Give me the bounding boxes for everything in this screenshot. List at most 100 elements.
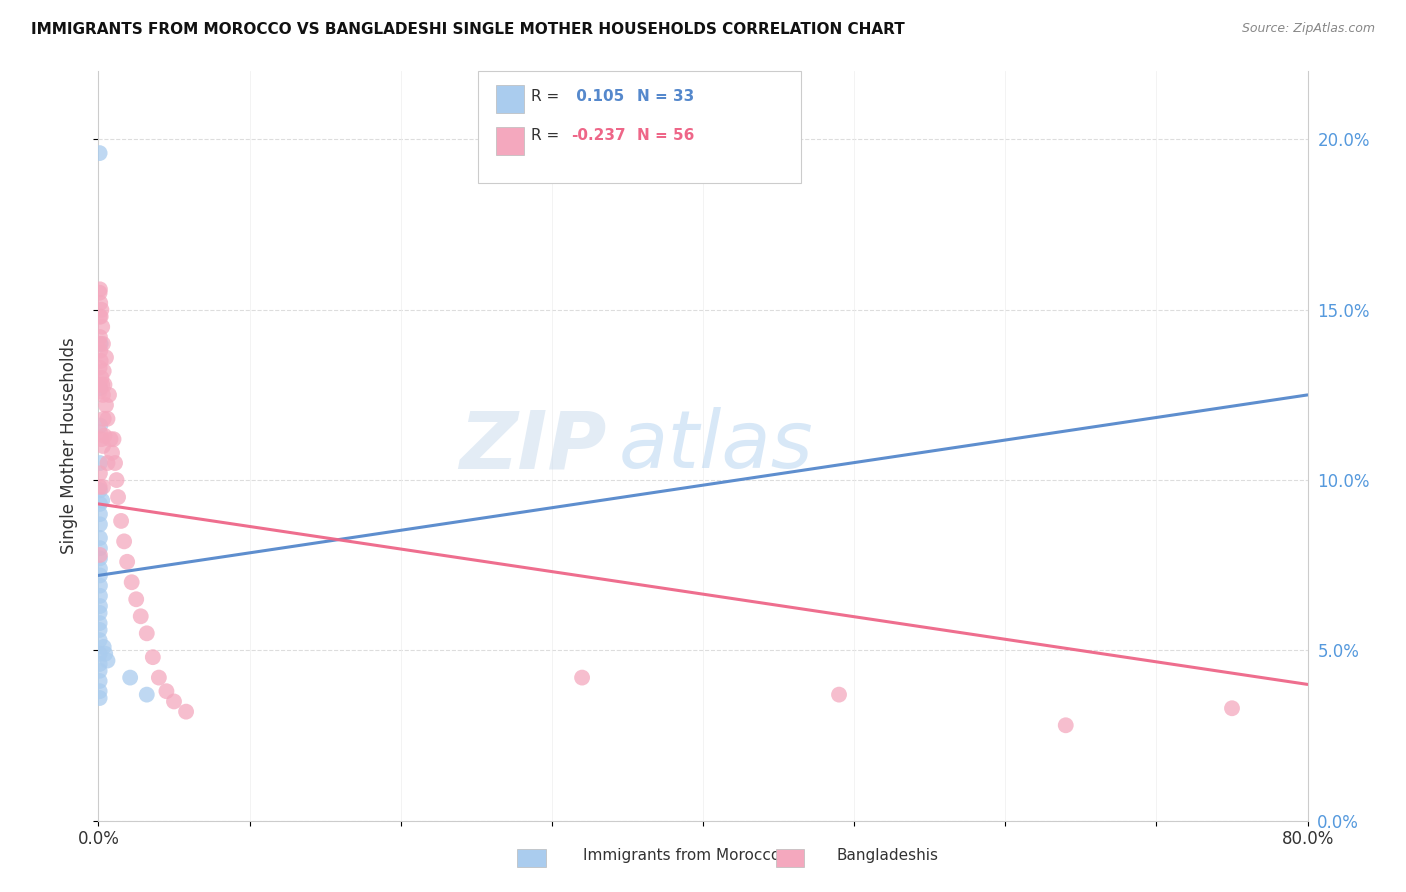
Point [89, 517, 111, 532]
Point [93, 640, 115, 654]
Point [89, 296, 111, 310]
Point [129, 609, 152, 624]
Point [135, 688, 157, 702]
Point [94, 351, 117, 365]
Text: R =: R = [531, 128, 565, 143]
Point [89, 647, 111, 661]
Point [104, 456, 127, 470]
Point [91, 480, 114, 494]
Point [89, 480, 111, 494]
Point [89, 467, 111, 481]
Point [91, 319, 114, 334]
Point [828, 688, 851, 702]
Text: N = 33: N = 33 [637, 89, 695, 104]
Point [93, 429, 115, 443]
Point [135, 626, 157, 640]
Text: Immigrants from Morocco: Immigrants from Morocco [583, 847, 780, 863]
Text: atlas: atlas [619, 407, 813, 485]
Point [93, 364, 115, 378]
Text: -0.237: -0.237 [571, 128, 626, 143]
Point [101, 446, 124, 460]
Point [100, 432, 122, 446]
Point [155, 684, 177, 698]
Point [89, 684, 111, 698]
Text: ZIP: ZIP [458, 407, 606, 485]
Point [174, 705, 197, 719]
Text: Source: ZipAtlas.com: Source: ZipAtlas.com [1241, 22, 1375, 36]
Point [89, 343, 111, 358]
Text: R =: R = [531, 89, 565, 104]
Point [96, 411, 118, 425]
Point [89, 531, 111, 545]
Point [89, 541, 111, 556]
Point [89, 691, 111, 706]
Point [90, 354, 112, 368]
Point [105, 473, 128, 487]
Point [89, 456, 111, 470]
Point [148, 671, 170, 685]
Point [89, 310, 111, 324]
Text: Bangladeshis: Bangladeshis [837, 847, 939, 863]
Point [94, 398, 117, 412]
Point [89, 616, 111, 631]
Point [89, 336, 111, 351]
Point [1054, 718, 1077, 732]
Point [89, 507, 111, 521]
Point [1220, 701, 1243, 715]
Point [89, 425, 111, 440]
Point [89, 377, 111, 392]
Y-axis label: Single Mother Households: Single Mother Households [59, 338, 77, 554]
Point [96, 456, 118, 470]
Point [89, 282, 111, 296]
Point [89, 330, 111, 344]
Point [89, 418, 111, 433]
Point [89, 606, 111, 620]
Point [115, 555, 138, 569]
Point [107, 490, 129, 504]
Point [89, 568, 111, 582]
Point [112, 534, 135, 549]
Point [91, 336, 114, 351]
Point [90, 310, 112, 324]
Point [89, 664, 111, 678]
Point [89, 360, 111, 375]
Point [93, 411, 115, 425]
Point [89, 599, 111, 613]
Point [89, 551, 111, 566]
Point [89, 657, 111, 671]
Text: 0.105: 0.105 [571, 89, 624, 104]
Text: N = 56: N = 56 [637, 128, 695, 143]
Point [90, 432, 112, 446]
Point [98, 388, 121, 402]
Point [89, 381, 111, 395]
Point [90, 302, 112, 317]
Point [163, 694, 186, 708]
Point [125, 592, 148, 607]
Point [89, 497, 111, 511]
Point [89, 673, 111, 688]
Point [120, 671, 142, 685]
Point [89, 548, 111, 562]
Point [93, 377, 115, 392]
Point [142, 650, 165, 665]
Point [89, 589, 111, 603]
Point [89, 285, 111, 300]
Point [91, 377, 114, 392]
Point [89, 633, 111, 648]
Point [91, 493, 114, 508]
Point [89, 623, 111, 637]
Point [89, 483, 111, 498]
Point [89, 579, 111, 593]
Point [91, 388, 114, 402]
Point [90, 336, 112, 351]
Point [91, 439, 114, 453]
Text: IMMIGRANTS FROM MOROCCO VS BANGLADESHI SINGLE MOTHER HOUSEHOLDS CORRELATION CHAR: IMMIGRANTS FROM MOROCCO VS BANGLADESHI S… [31, 22, 904, 37]
Point [89, 561, 111, 575]
Point [96, 654, 118, 668]
Point [94, 647, 117, 661]
Point [121, 575, 143, 590]
Point [571, 671, 593, 685]
Point [89, 384, 111, 399]
Point [110, 514, 132, 528]
Point [90, 371, 112, 385]
